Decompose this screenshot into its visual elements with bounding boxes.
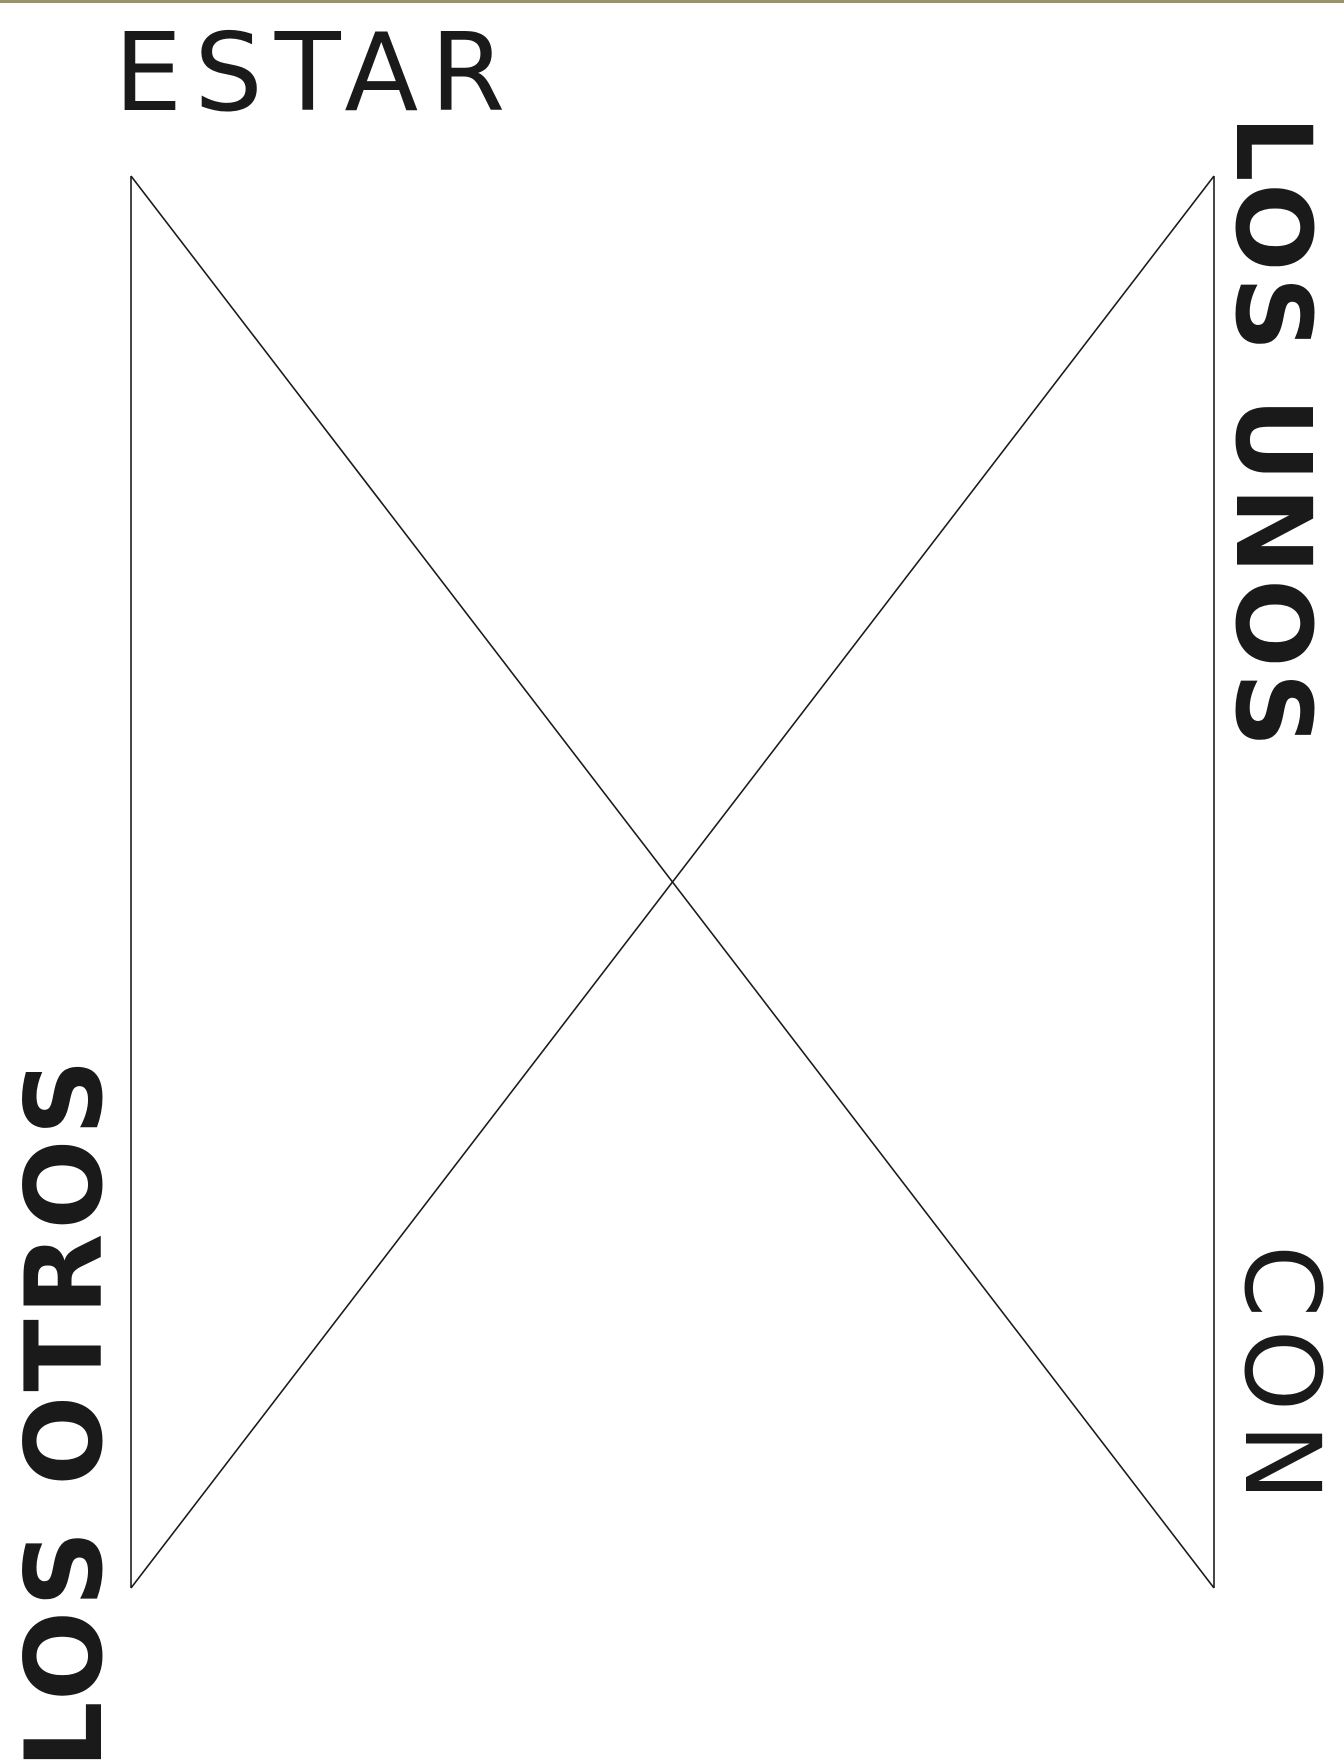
diagonal-top-right-to-bottom-left — [130, 175, 1215, 1589]
top-rule — [0, 0, 1344, 3]
word-los-otros: LOS OTROS — [3, 1055, 126, 1764]
word-con: CON — [1221, 1244, 1343, 1514]
word-estar: ESTAR — [114, 11, 518, 136]
word-los-unos: LOS UNOS — [1212, 115, 1334, 753]
